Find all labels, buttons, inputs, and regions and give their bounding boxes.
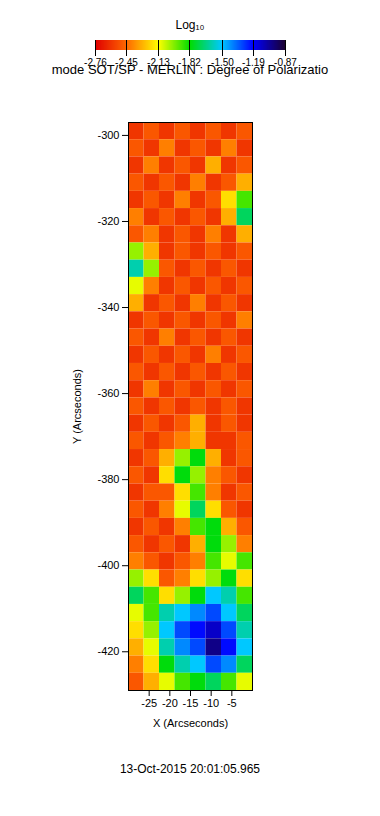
svg-text:Y (Arcseconds): Y (Arcseconds) — [71, 369, 83, 444]
svg-text:-360: -360 — [97, 387, 119, 399]
html-text:mode SOT/SP - MERLIN : Degree: mode SOT/SP - MERLIN : Degree of Polariz… — [51, 62, 329, 77]
svg-text:-5: -5 — [227, 697, 237, 709]
svg-text:-25: -25 — [141, 697, 157, 709]
svg-text:-340: -340 — [97, 301, 119, 313]
svg-text:X (Arcseconds): X (Arcseconds) — [153, 717, 228, 729]
svg-text:-400: -400 — [97, 559, 119, 571]
html-text:13-Oct-2015 20:01:05.965: 13-Oct-2015 20:01:05.965 — [119, 762, 260, 776]
svg-text:-20: -20 — [162, 697, 178, 709]
html-text:Log₁₀: Log₁₀ — [175, 18, 205, 32]
svg-text:-15: -15 — [183, 697, 199, 709]
svg-text:-420: -420 — [97, 645, 119, 657]
svg-text:-300: -300 — [97, 129, 119, 141]
svg-text:-380: -380 — [97, 473, 119, 485]
svg-text:-320: -320 — [97, 215, 119, 227]
svg-text:-10: -10 — [203, 697, 219, 709]
